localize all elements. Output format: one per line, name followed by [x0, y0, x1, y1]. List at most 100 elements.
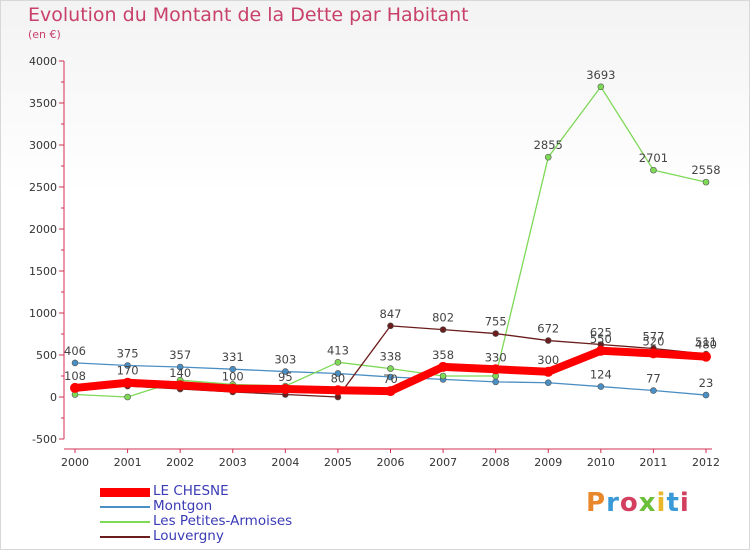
y-tick-label: 500 [36, 349, 57, 362]
proxiti-logo: Proxiti [586, 488, 690, 518]
chart-axes: -500 0 500 1000 1500 2000 2500 3000 3500 4000 2000… [29, 55, 720, 469]
data-label: 358 [432, 348, 454, 362]
y-tick-label: 2000 [29, 223, 57, 236]
legend-swatch [100, 521, 150, 523]
data-point [492, 330, 499, 337]
data-point [332, 385, 343, 396]
data-label: 100 [222, 370, 244, 384]
x-tick-label: 2003 [219, 456, 247, 469]
data-point [282, 368, 289, 375]
data-label: 480 [695, 338, 717, 352]
logo-letter: i [679, 488, 690, 518]
data-point [334, 370, 342, 377]
data-label: 2855 [534, 138, 563, 152]
x-tick-label: 2011 [639, 456, 667, 469]
data-point [650, 166, 657, 174]
data-label: 3693 [586, 68, 615, 82]
data-label: 802 [432, 311, 454, 325]
legend-label: Les Petites-Armoises [153, 513, 293, 529]
data-point [438, 361, 449, 372]
x-tick-label: 2007 [429, 456, 457, 469]
data-point [387, 365, 394, 372]
data-point [387, 373, 394, 381]
y-tick-label: -500 [32, 433, 57, 446]
y-tick-label: 1500 [29, 265, 57, 278]
data-label: 124 [590, 368, 612, 382]
data-point [544, 379, 552, 387]
data-point [439, 372, 447, 380]
data-point [70, 382, 80, 393]
data-label: 577 [642, 330, 664, 344]
data-point [176, 363, 184, 371]
logo-letter: x [638, 488, 657, 518]
data-point [175, 380, 186, 391]
data-label: 847 [380, 307, 402, 321]
data-point [702, 178, 710, 186]
data-label: 331 [222, 350, 244, 364]
data-point [71, 359, 79, 367]
y-tick-label: 0 [50, 391, 57, 404]
data-label: 70 [383, 372, 398, 386]
x-tick-label: 2004 [271, 456, 299, 469]
data-label: 330 [485, 350, 507, 364]
legend-swatch [100, 488, 150, 497]
data-label: 511 [695, 335, 717, 349]
x-tick-label: 2001 [114, 456, 142, 469]
chart-unit: (en €) [28, 28, 61, 41]
data-point [439, 326, 447, 333]
data-point [597, 83, 605, 91]
data-point [334, 359, 342, 366]
data-label: 755 [485, 315, 507, 329]
data-point [227, 383, 238, 394]
x-tick-label: 2006 [377, 456, 405, 469]
data-label: 357 [169, 348, 191, 362]
data-label: 406 [64, 344, 86, 358]
logo-letter: o [619, 488, 639, 518]
data-label: 140 [169, 366, 191, 380]
data-label: 672 [537, 322, 559, 336]
logo-letter: t [666, 488, 680, 518]
data-point [650, 387, 657, 394]
data-point [122, 377, 133, 388]
x-tick-label: 2009 [534, 456, 562, 469]
chart-data-labels: 108 170 140 100 95 80 70 358 330 300 550 520 480 406 3… [64, 68, 721, 390]
data-point [702, 391, 710, 399]
data-point [544, 337, 552, 344]
data-label: 95 [278, 370, 293, 384]
data-point [124, 393, 131, 401]
data-point [490, 364, 501, 375]
y-tick-label: 4000 [29, 55, 57, 68]
data-label: 108 [64, 369, 86, 383]
data-point [597, 383, 605, 390]
legend-swatch [100, 536, 150, 538]
data-label: 520 [642, 334, 664, 348]
logo-letter: r [606, 488, 620, 518]
x-tick-label: 2005 [324, 456, 352, 469]
data-point [544, 153, 552, 161]
legend-label: LE CHESNE [153, 483, 229, 499]
data-point [595, 345, 606, 356]
data-point [648, 348, 659, 359]
x-tick-label: 2002 [166, 456, 194, 469]
data-point [280, 384, 291, 395]
data-point [229, 365, 237, 373]
legend-label: Montgon [153, 498, 213, 514]
data-label: 2558 [691, 163, 720, 177]
logo-letter: P [586, 488, 607, 518]
data-label: 303 [274, 353, 296, 367]
data-label: 23 [699, 376, 714, 390]
logo-letter: i [656, 488, 667, 518]
data-label: 80 [331, 371, 346, 385]
data-label: 300 [537, 353, 559, 367]
y-tick-label: 3000 [29, 139, 57, 152]
data-label: 170 [117, 364, 139, 378]
data-label: 338 [380, 350, 402, 364]
legend-label: Louvergny [153, 528, 224, 544]
data-label: 375 [117, 347, 139, 361]
x-tick-label: 2010 [587, 456, 615, 469]
data-point [385, 386, 396, 397]
x-tick-label: 2000 [61, 456, 89, 469]
data-point [543, 366, 554, 377]
